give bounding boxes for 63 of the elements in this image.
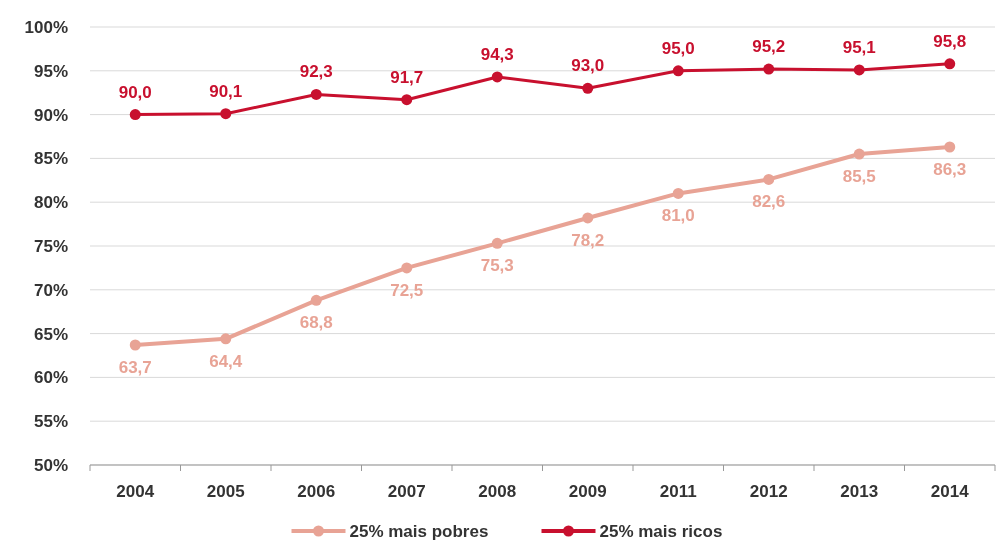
point: [582, 82, 594, 94]
point: [763, 173, 775, 185]
data-label: 92,3: [299, 62, 333, 82]
y-tick-label: 100%: [24, 17, 68, 37]
x-tick-label: 2004: [116, 482, 155, 501]
y-tick-label: 50%: [33, 455, 68, 475]
y-tick-label: 95%: [33, 61, 68, 81]
point: [220, 108, 232, 120]
point: [491, 71, 503, 83]
point: [944, 58, 956, 70]
point: [672, 187, 684, 199]
point: [853, 148, 865, 160]
x-tick-label: 2014: [930, 482, 970, 501]
data-label: 95,1: [842, 37, 876, 57]
point: [310, 88, 322, 100]
data-label: 63,7: [118, 357, 152, 377]
x-tick-label: 2013: [840, 482, 879, 501]
x-tick-label: 2009: [568, 482, 607, 501]
data-label: 90,1: [209, 81, 243, 101]
y-tick-label: 55%: [33, 412, 68, 432]
point: [672, 65, 684, 77]
y-tick-label: 85%: [33, 149, 68, 169]
data-label: 82,6: [752, 192, 786, 212]
point: [582, 212, 594, 224]
x-tick-label: 2005: [206, 482, 245, 501]
y-tick-label: 75%: [33, 236, 68, 256]
x-tick-label: 2008: [478, 482, 517, 501]
x-tick-label: 2011: [659, 482, 697, 501]
legend-label: 25% mais ricos: [599, 521, 723, 541]
data-label: 75,3: [480, 256, 514, 276]
data-label: 64,4: [209, 351, 243, 371]
point: [401, 262, 413, 274]
x-tick-label: 2006: [297, 482, 336, 501]
data-label: 95,8: [933, 31, 967, 51]
point: [129, 109, 141, 121]
data-label: 91,7: [390, 67, 424, 87]
y-tick-label: 60%: [33, 368, 68, 388]
y-tick-label: 90%: [33, 105, 68, 125]
data-label: 81,0: [661, 206, 695, 226]
data-label: 72,5: [390, 280, 424, 300]
data-label: 90,0: [118, 82, 152, 102]
data-label: 68,8: [299, 313, 333, 333]
y-tick-label: 70%: [33, 280, 68, 300]
x-tick-label: 2012: [749, 482, 788, 501]
x-tick-label: 2007: [387, 482, 426, 501]
point: [220, 333, 232, 345]
data-label: 86,3: [933, 160, 967, 180]
y-tick-label: 80%: [33, 193, 68, 213]
point: [853, 64, 865, 76]
data-label: 85,5: [842, 167, 876, 187]
point: [310, 294, 322, 306]
point: [491, 237, 503, 249]
point: [401, 94, 413, 106]
point: [129, 339, 141, 351]
y-tick-label: 65%: [33, 324, 68, 344]
data-label: 78,2: [571, 230, 605, 250]
data-label: 93,0: [571, 56, 605, 76]
data-label: 95,2: [752, 37, 786, 57]
data-label: 95,0: [661, 38, 695, 58]
data-label: 94,3: [480, 44, 514, 64]
point: [763, 63, 775, 75]
point: [944, 141, 956, 153]
legend-label: 25% mais pobres: [349, 521, 489, 541]
